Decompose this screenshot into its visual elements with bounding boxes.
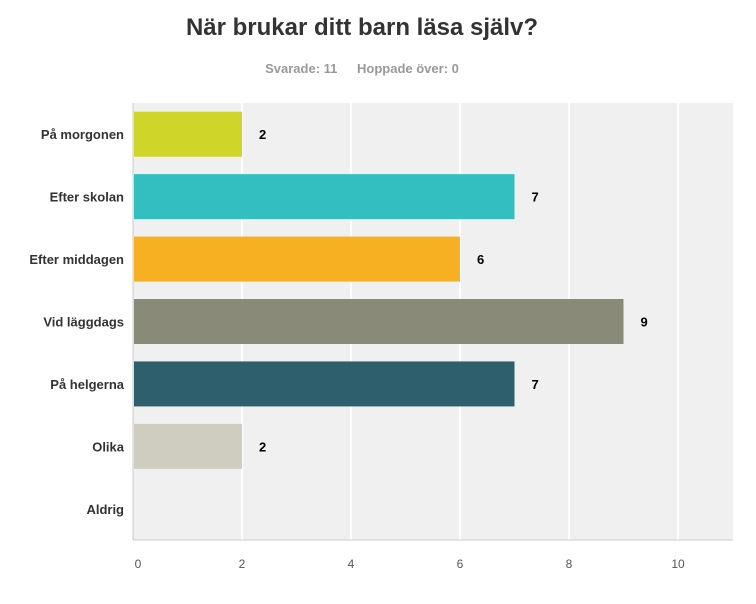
bar bbox=[134, 423, 242, 469]
data-label: 9 bbox=[641, 315, 648, 330]
data-label: 6 bbox=[477, 252, 484, 267]
category-label: Olika bbox=[92, 439, 125, 454]
x-tick-label: 8 bbox=[566, 557, 573, 571]
category-label: Efter skolan bbox=[50, 190, 124, 205]
data-label: 2 bbox=[259, 439, 266, 454]
x-tick-label: 2 bbox=[239, 557, 246, 571]
bar bbox=[134, 174, 515, 220]
chart-title: När brukar ditt barn läsa själv? bbox=[185, 14, 539, 41]
response-summary: Svarade: 11 Hoppade över: 0 bbox=[0, 61, 724, 76]
x-tick-label: 10 bbox=[671, 557, 685, 571]
skipped-count: Hoppade över: 0 bbox=[357, 61, 459, 76]
bar bbox=[134, 236, 460, 282]
category-label: På helgerna bbox=[50, 377, 124, 392]
bar bbox=[134, 111, 242, 157]
data-label: 2 bbox=[259, 127, 266, 142]
category-label: På morgonen bbox=[41, 127, 124, 142]
x-tick-label: 6 bbox=[457, 557, 464, 571]
category-label: Efter middagen bbox=[29, 252, 124, 267]
x-tick-label: 0 bbox=[135, 557, 142, 571]
x-tick-label: 4 bbox=[348, 557, 355, 571]
category-label: Vid läggdags bbox=[43, 315, 124, 330]
bar bbox=[134, 299, 624, 344]
data-label: 7 bbox=[532, 190, 539, 205]
data-label: 7 bbox=[532, 377, 539, 392]
answered-count: Svarade: 11 bbox=[265, 61, 338, 76]
category-label: Aldrig bbox=[86, 502, 124, 517]
bar bbox=[134, 361, 515, 407]
